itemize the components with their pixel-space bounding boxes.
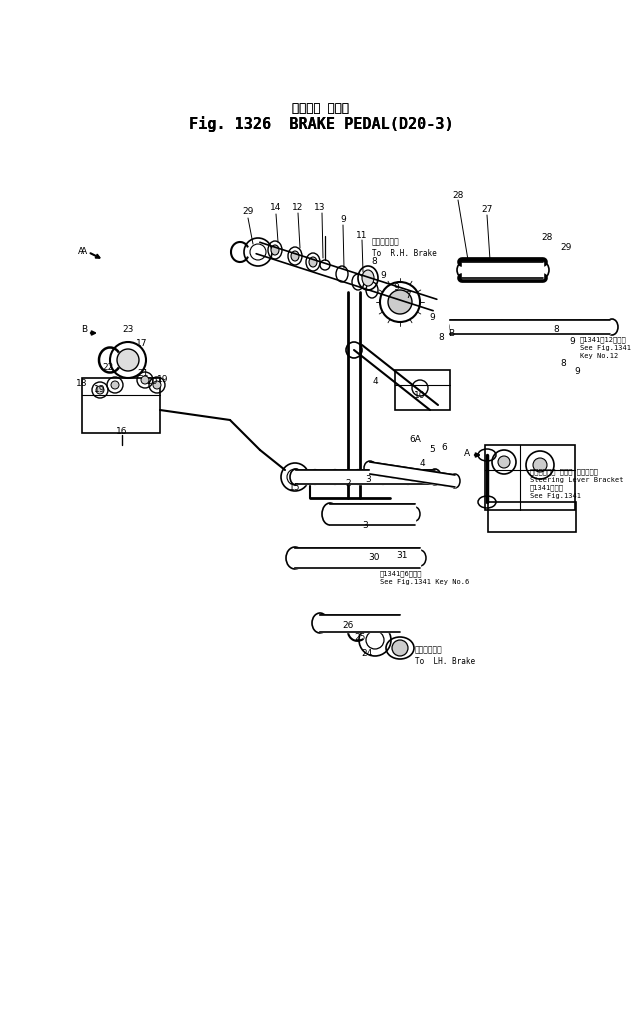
Text: 8: 8	[371, 258, 377, 267]
Text: 8: 8	[553, 325, 559, 335]
Text: ブレーキ ペダル: ブレーキ ペダル	[293, 101, 349, 115]
Text: 第1341図6番参照
See Fig.1341 Key No.6: 第1341図6番参照 See Fig.1341 Key No.6	[380, 570, 469, 585]
Text: 左ブレーキへ
To  LH. Brake: 左ブレーキへ To LH. Brake	[415, 645, 475, 666]
Text: 第1341図12番参照
See Fig.1341
Key No.12: 第1341図12番参照 See Fig.1341 Key No.12	[580, 336, 631, 359]
Text: 7: 7	[405, 291, 411, 300]
Text: 24: 24	[361, 650, 372, 658]
Ellipse shape	[362, 270, 374, 286]
Text: 31: 31	[396, 552, 408, 561]
Text: Fig. 1326  BRAKE PEDAL(D20-3): Fig. 1326 BRAKE PEDAL(D20-3)	[189, 116, 453, 132]
Bar	[488, 502, 576, 532]
Text: 28: 28	[541, 232, 553, 241]
Ellipse shape	[271, 245, 279, 255]
Bar	[82, 378, 160, 433]
Text: 8: 8	[560, 359, 566, 367]
Ellipse shape	[309, 257, 317, 267]
Text: 23: 23	[123, 325, 134, 335]
Circle shape	[153, 381, 161, 389]
Circle shape	[117, 349, 139, 371]
Text: 26: 26	[342, 622, 354, 631]
Text: 9: 9	[429, 313, 435, 322]
Text: 4: 4	[419, 459, 425, 468]
Text: 4: 4	[372, 377, 377, 386]
Text: 18: 18	[76, 379, 88, 388]
Text: 10: 10	[414, 391, 426, 401]
Text: 22: 22	[102, 363, 114, 372]
Text: 9: 9	[340, 216, 346, 224]
Text: 13: 13	[314, 203, 325, 212]
Text: 29: 29	[560, 243, 571, 252]
Text: 17: 17	[136, 340, 148, 349]
Circle shape	[392, 640, 408, 656]
Text: 9: 9	[380, 272, 386, 281]
Bar	[395, 370, 450, 410]
Text: B: B	[448, 330, 454, 339]
Text: 16: 16	[116, 428, 128, 436]
Circle shape	[388, 290, 412, 314]
Text: 14: 14	[270, 204, 282, 213]
Text: 6: 6	[441, 443, 447, 452]
Text: 9: 9	[574, 367, 580, 376]
Text: 19: 19	[94, 384, 106, 393]
Text: 30: 30	[369, 554, 380, 563]
Text: 19: 19	[157, 375, 169, 384]
Text: B: B	[81, 325, 87, 335]
Text: 12: 12	[292, 203, 304, 212]
Text: 6A: 6A	[409, 435, 421, 444]
Text: 8: 8	[438, 333, 444, 342]
Ellipse shape	[291, 251, 299, 261]
Text: ブレーキ ペダル: ブレーキ ペダル	[293, 101, 349, 115]
Text: 5: 5	[429, 445, 435, 454]
Bar	[485, 445, 575, 510]
Text: 28: 28	[453, 192, 464, 201]
Text: 27: 27	[482, 206, 492, 215]
Text: 11: 11	[356, 230, 368, 239]
Text: 20: 20	[146, 376, 158, 385]
Text: 9: 9	[393, 284, 399, 292]
Text: A: A	[81, 247, 87, 257]
Circle shape	[533, 458, 547, 472]
Text: ステアリング レバー ブラケット
Steering Lever Bracket
第1341図参照
See Fig.1341: ステアリング レバー ブラケット Steering Lever Bracket …	[530, 468, 623, 499]
Text: 25: 25	[354, 634, 366, 643]
Text: 29: 29	[242, 208, 254, 217]
Circle shape	[111, 381, 119, 389]
Circle shape	[498, 456, 510, 468]
Text: A: A	[464, 448, 470, 457]
Text: 15: 15	[290, 483, 300, 492]
Text: 2: 2	[345, 480, 351, 489]
Circle shape	[96, 386, 104, 394]
Text: A: A	[78, 247, 84, 257]
Text: サブレーキへ
To  R.H. Brake: サブレーキへ To R.H. Brake	[372, 237, 437, 258]
Text: 21: 21	[137, 369, 149, 378]
Text: 3: 3	[362, 520, 368, 529]
Text: 3: 3	[365, 476, 371, 485]
Text: 9: 9	[569, 338, 575, 347]
Circle shape	[141, 376, 149, 384]
Text: Fig. 1326  BRAKE PEDAL(D20-3): Fig. 1326 BRAKE PEDAL(D20-3)	[189, 116, 453, 132]
